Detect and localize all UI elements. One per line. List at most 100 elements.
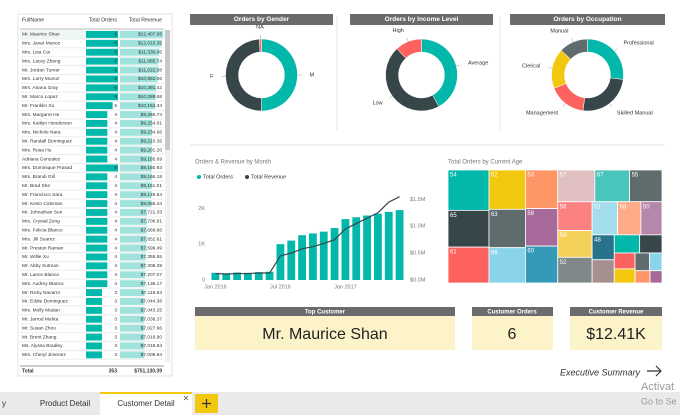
cell-name: Mrs. Felicia Blanco (22, 228, 63, 234)
revenue-bar (120, 66, 159, 74)
cell-orders: 4 (114, 112, 117, 118)
treemap-cell (557, 256, 593, 284)
line (215, 196, 400, 275)
revenue-bar (120, 217, 147, 225)
revenue-bar (120, 271, 145, 279)
tab[interactable]: Customer Detail (117, 399, 175, 408)
cell-name: Mrs. Lacey Zheng (22, 58, 61, 64)
cell-revenue: $7,706.81 (141, 219, 163, 225)
revenue-bar (120, 93, 156, 101)
cell-revenue: $9,210.36 (141, 139, 163, 145)
revenue-bar (120, 280, 145, 288)
nav-arrow[interactable] (647, 365, 662, 377)
cell-revenue: $9,085.44 (141, 201, 163, 207)
revenue-bar (120, 324, 145, 332)
treemap-cell (639, 234, 663, 254)
cell-revenue: $12,407.95 (138, 32, 162, 38)
chart-title: Total Orders by Current Age (448, 160, 523, 166)
orders-bar (86, 146, 108, 154)
scroll-thumb[interactable] (165, 30, 170, 150)
revenue-bar (120, 351, 145, 359)
cell-revenue: $9,266.74 (141, 112, 163, 118)
cell-revenue: $7,669.66 (141, 228, 163, 234)
bar (276, 244, 285, 280)
cell-name: Mr. Franklin Xu (22, 103, 55, 109)
revenue-bar (120, 48, 160, 56)
orders-bar (86, 200, 108, 207)
cell-orders: 4 (114, 272, 117, 278)
revenue-bar (120, 31, 163, 38)
cell-label: 58 (527, 211, 534, 217)
revenue-bar (120, 155, 152, 163)
orders-bar (86, 57, 118, 65)
treemap-cell (447, 246, 490, 284)
revenue-bar (120, 75, 158, 83)
bar (298, 235, 306, 280)
total-label: Total (22, 368, 34, 374)
slice-label: Skilled Manual (617, 110, 653, 116)
revenue-bar (120, 111, 153, 118)
cell-label: 55 (632, 173, 639, 179)
tab[interactable]: y (2, 399, 6, 408)
orders-bar (86, 48, 118, 56)
cell-orders: 4 (114, 139, 117, 145)
orders-bar (86, 39, 118, 47)
cell-orders: 6 (114, 41, 117, 47)
chart-title: Orders by Occupation (553, 16, 621, 23)
treemap-cell (629, 169, 663, 203)
cell-orders: 6 (114, 94, 117, 100)
cell-name: Mr. Preston Raman (22, 245, 64, 251)
cell-orders: 6 (114, 32, 117, 38)
treemap-cell (613, 252, 636, 270)
tab[interactable]: Product Detail (40, 399, 90, 408)
cell-label: 67 (597, 173, 604, 179)
treemap-cell (525, 208, 559, 247)
revenue-bar (120, 200, 152, 207)
cell-orders: 4 (114, 183, 117, 189)
cell-revenue: $7,136.17 (141, 281, 163, 287)
bar (254, 272, 263, 280)
orders-bar (86, 93, 118, 101)
cell-revenue: $7,599.49 (141, 245, 163, 251)
slice-label: Manual (550, 28, 568, 34)
leader-line (609, 103, 613, 107)
cell-label: 65 (450, 213, 457, 219)
leader-line (562, 103, 566, 107)
orders-bar (86, 31, 118, 38)
chart-title: Orders & Revenue by Month (195, 160, 271, 166)
treemap-cell (649, 252, 663, 272)
nav-link[interactable]: Executive Summary (560, 367, 641, 377)
active-tab[interactable] (100, 392, 192, 415)
chart-title: Orders by Income Level (385, 16, 459, 23)
cell-name: Mrs. Dominique Prasad (22, 165, 72, 171)
cell-revenue: $7,044.38 (141, 299, 163, 305)
cell-label: 68 (620, 204, 627, 210)
card-title: Customer Orders (487, 310, 537, 316)
cell-label: 59 (560, 233, 567, 239)
cell-revenue: $9,125.54 (141, 192, 163, 198)
orders-bar (86, 342, 102, 350)
cell-orders: 4 (114, 201, 117, 207)
treemap-cell (488, 169, 526, 210)
cell-name: Mr. Brent Zhang (22, 334, 57, 340)
orders-bar (86, 173, 108, 181)
cell-label: 53 (527, 173, 534, 179)
orders-bar (86, 280, 108, 288)
revenue-bar (120, 57, 159, 65)
tab-close[interactable] (183, 395, 189, 401)
cell-revenue: $11,022.38 (138, 67, 162, 73)
leader-line (388, 95, 393, 99)
card-title: Top Customer (305, 310, 346, 316)
cell-name: Mrs. Nichole Nara (22, 130, 61, 136)
cell-name: Mrs. Ariana Gray (22, 85, 59, 91)
cell-revenue: $7,355.55 (141, 254, 163, 260)
cell-name: Mrs. Kaitlyn Henderson (22, 121, 72, 127)
bar (244, 272, 252, 280)
cell-label: 61 (450, 250, 457, 256)
cell-name: Mr. Kevin Coleman (22, 201, 63, 207)
cell-orders: 3 (114, 317, 117, 323)
cell-revenue: $7,308.39 (141, 263, 163, 269)
bar (341, 219, 350, 280)
bar (352, 217, 361, 280)
revenue-bar (120, 333, 145, 341)
